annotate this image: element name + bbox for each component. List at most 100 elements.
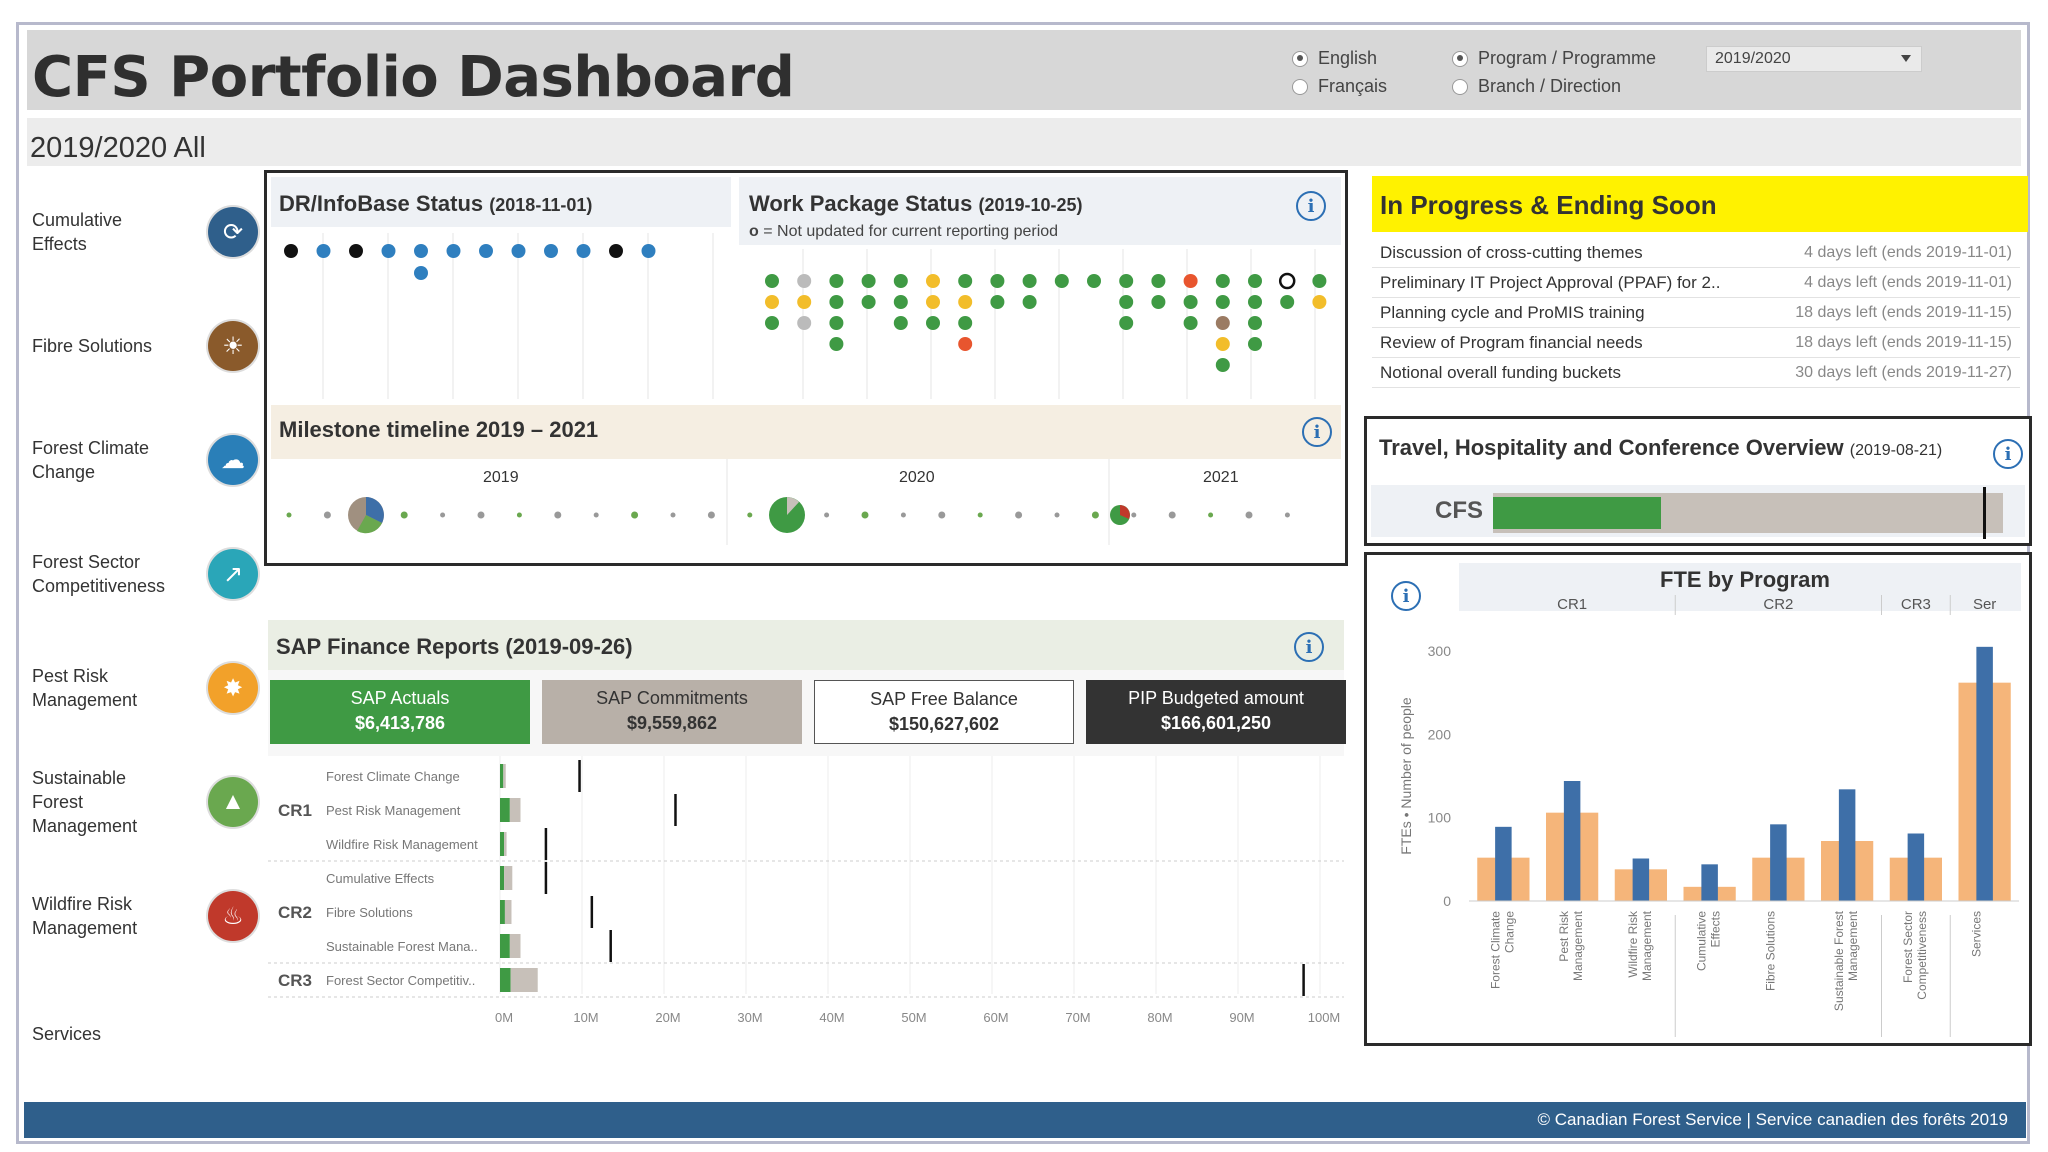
wp-status-dot-outdated [1278, 272, 1296, 290]
in-progress-item[interactable]: Review of Program financial needs 18 days… [1372, 328, 2020, 358]
dr-status-dot [284, 244, 298, 258]
wp-status-dot [829, 295, 844, 309]
dr-status-dot [414, 266, 428, 280]
in-progress-item[interactable]: Planning cycle and ProMIS training 18 day… [1372, 298, 2020, 328]
wp-status-dot [958, 274, 973, 288]
in-progress-item[interactable]: Notional overall funding buckets 30 days … [1372, 358, 2020, 388]
in-progress-item-name: Discussion of cross-cutting themes [1380, 242, 1643, 262]
milestone-dot [1245, 511, 1253, 519]
sap-x-tick: 100M [1308, 1010, 1341, 1025]
sap-row-label: Pest Risk Management [326, 803, 461, 818]
sidebar-item-label: Sustainable Forest Management [32, 768, 138, 836]
milestone-dot [1054, 512, 1060, 518]
milestone-dot [554, 511, 562, 519]
radio-label: English [1318, 48, 1378, 68]
wp-status-dot [1248, 295, 1262, 309]
kpi-tile[interactable]: SAP Actuals $6,413,786 [270, 680, 530, 744]
sidebar-item-pest-risk-management[interactable]: Pest Risk Management ✸ [32, 642, 258, 734]
sap-x-tick: 80M [1147, 1010, 1172, 1025]
milestone-dot [900, 512, 906, 518]
wp-title-bg [739, 177, 1341, 245]
wp-legend: o = Not updated for current reporting pe… [749, 223, 1058, 241]
in-progress-item[interactable]: Preliminary IT Project Approval (PPAF) f… [1372, 268, 2020, 298]
fte-x-tick: Forest Climate [1488, 911, 1502, 989]
sap-actual-bar [500, 968, 511, 992]
fte-group-label: CR3 [1901, 596, 1931, 613]
milestone-dot [938, 511, 946, 519]
fte-y-tick: 300 [1428, 643, 1452, 659]
view-program-radio[interactable]: Program / Programme [1452, 48, 1656, 69]
sap-x-tick: 90M [1229, 1010, 1254, 1025]
travel-info-icon[interactable]: i [1993, 439, 2023, 469]
kpi-tile[interactable]: PIP Budgeted amount $166,601,250 [1086, 680, 1346, 744]
milestone-dot [1131, 512, 1137, 518]
sidebar-item-wildfire-risk-management[interactable]: Wildfire Risk Management ♨ [32, 870, 258, 962]
milestone-dot [631, 511, 639, 519]
milestone-pie-slice [787, 497, 799, 515]
sap-actual-bar [500, 764, 504, 788]
sap-actual-bar [500, 934, 510, 958]
wp-status-dot [1087, 274, 1101, 288]
wp-status-dot [829, 337, 844, 351]
sap-row-label: Cumulative Effects [326, 871, 435, 886]
sap-x-tick: 10M [573, 1010, 598, 1025]
wp-info-icon[interactable]: i [1296, 191, 1326, 221]
view-branch-radio[interactable]: Branch / Direction [1452, 76, 1621, 97]
wp-status-dot [958, 316, 973, 330]
milestone-dot [440, 512, 446, 518]
year-select[interactable]: 2019/2020 [1706, 46, 1922, 72]
sidebar-item-fibre-solutions[interactable]: Fibre Solutions ☀ [32, 300, 258, 392]
status-panel: DR/InfoBase Status (2018-11-01) Work Pac… [264, 170, 1348, 566]
kpi-label: SAP Free Balance [870, 689, 1018, 709]
wp-status-dot [958, 337, 973, 351]
wp-status-dot [829, 316, 844, 330]
wp-status-dot [926, 295, 940, 309]
milestone-dot [1284, 512, 1290, 518]
sidebar-item-sustainable-forest-management[interactable]: Sustainable Forest Management ▲ [32, 756, 258, 848]
kpi-label: SAP Actuals [350, 688, 450, 708]
sidebar-item-label: Forest Climate Change [32, 438, 150, 482]
milestone-info-icon[interactable]: i [1302, 417, 1332, 447]
sap-commit-bar [510, 968, 538, 992]
wp-status-dot [1312, 295, 1327, 309]
bug-icon: ✸ [208, 663, 258, 713]
wp-status-dot [893, 316, 908, 330]
kpi-tile[interactable]: SAP Free Balance $150,627,602 [814, 680, 1074, 744]
in-progress-item[interactable]: Discussion of cross-cutting themes 4 days… [1372, 238, 2020, 268]
sidebar-item-services[interactable]: Services [32, 1024, 102, 1044]
milestone-year-2020: 2020 [899, 469, 935, 486]
sap-group-label: CR2 [278, 903, 312, 922]
chart-up-icon: ↗ [208, 549, 258, 599]
milestone-dot [747, 512, 753, 518]
sidebar-item-cumulative-effects[interactable]: Cumulative Effects ⟳ [32, 186, 258, 278]
header-bar [27, 30, 2021, 110]
wp-status-dot [765, 295, 779, 309]
fire-icon: ♨ [208, 891, 258, 941]
fte-y-tick: 0 [1443, 893, 1451, 909]
milestone-dot [824, 512, 830, 518]
sap-info-icon[interactable]: i [1294, 632, 1324, 662]
kpi-label: PIP Budgeted amount [1128, 688, 1304, 708]
sidebar-item-forest-climate-change[interactable]: Forest Climate Change ☁ [32, 414, 258, 506]
sidebar-item-forest-sector-competitiveness[interactable]: Forest Sector Competitiveness ↗ [32, 528, 258, 620]
fte-bar-actual [1976, 646, 1993, 901]
sap-title: SAP Finance Reports (2019-09-26) [276, 634, 633, 659]
wp-status-dot [926, 274, 940, 288]
wp-status-dot [990, 295, 1005, 309]
kpi-tile[interactable]: SAP Commitments $9,559,862 [542, 680, 802, 744]
fte-info-icon[interactable]: i [1391, 581, 1421, 611]
lang-english-radio[interactable]: English [1292, 48, 1377, 69]
sap-row-label: Fibre Solutions [326, 905, 413, 920]
wp-status-dot [1280, 295, 1295, 309]
radio-on-icon [1292, 50, 1308, 67]
fte-x-tick: Fibre Solutions [1763, 911, 1777, 991]
sap-commit-bar [509, 798, 521, 822]
lang-french-radio[interactable]: Français [1292, 76, 1387, 97]
globe-hand-icon: ⟳ [208, 207, 258, 257]
sap-row-label: Sustainable Forest Mana.. [326, 939, 478, 954]
travel-date: (2019-08-21) [1849, 442, 1943, 459]
dr-status-dot [641, 244, 656, 258]
wp-status-dot [1215, 358, 1230, 372]
fte-group-label: CR1 [1557, 596, 1587, 613]
sap-row-label: Forest Climate Change [326, 769, 460, 784]
